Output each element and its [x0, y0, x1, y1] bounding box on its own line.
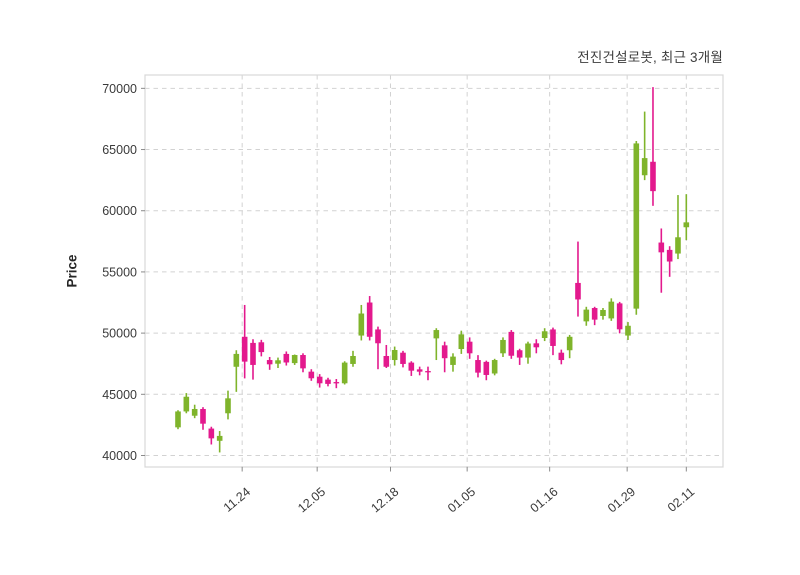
candle-body: [508, 331, 515, 356]
candle-body: [283, 353, 290, 363]
candle-body: [291, 355, 298, 364]
y-tick-label: 60000: [102, 204, 137, 218]
candle-body: [625, 325, 631, 336]
y-tick-label: 50000: [102, 327, 137, 341]
candle-body: [266, 360, 273, 365]
candle-body: [633, 143, 640, 309]
candle-body: [458, 334, 465, 350]
y-tick-label: 70000: [102, 82, 137, 96]
candle-body: [666, 249, 673, 262]
y-axis-title: Price: [64, 254, 80, 288]
candle-body: [350, 355, 356, 364]
candle-body: [683, 222, 690, 228]
candle-body: [300, 355, 306, 369]
candle-body: [358, 313, 365, 336]
candle-body: [608, 301, 615, 319]
candle-body: [583, 309, 590, 322]
candle-body: [183, 396, 190, 412]
candle-body: [441, 345, 448, 359]
candle-body: [400, 352, 406, 364]
candle-body: [675, 237, 681, 254]
candle-body: [466, 341, 473, 354]
candle-body: [533, 343, 540, 348]
candle-body: [616, 303, 623, 330]
candle-body: [225, 398, 231, 414]
candle-body: [541, 331, 548, 339]
candle-body: [566, 336, 573, 351]
chart-title: 전진건설로봇, 최근 3개월: [577, 50, 723, 65]
candle-body: [425, 371, 431, 373]
candle-body: [325, 379, 331, 384]
candle-body: [658, 242, 665, 253]
candle-body: [408, 362, 415, 371]
candle-body: [333, 382, 340, 384]
candle-body: [525, 343, 531, 358]
candle-body: [200, 408, 206, 424]
candle-body: [575, 282, 581, 300]
candle-body: [550, 329, 556, 346]
candle-body: [600, 309, 606, 316]
candle-body: [250, 342, 256, 365]
candle-body: [483, 361, 490, 375]
candle-body: [233, 353, 240, 367]
candle-body: [383, 355, 390, 367]
y-tick-label: 65000: [102, 143, 137, 157]
candle-body: [258, 342, 265, 353]
candle-body: [375, 329, 381, 344]
candle-body: [191, 408, 198, 416]
candle-body: [308, 371, 315, 379]
candle-body: [416, 369, 423, 372]
candle-body: [558, 352, 565, 361]
candle-body: [433, 330, 440, 339]
y-tick-label: 55000: [102, 265, 137, 279]
y-tick-label: 40000: [102, 449, 137, 463]
plot-border: [144, 74, 724, 468]
candle-body: [641, 158, 648, 176]
candle-body: [591, 308, 598, 320]
candle-body: [516, 350, 523, 358]
candle-body: [316, 376, 323, 384]
candle-body: [216, 435, 223, 441]
candle-body: [391, 349, 398, 361]
candle-body: [650, 161, 656, 192]
candle-body: [500, 339, 506, 354]
candle-body: [208, 428, 215, 439]
candle-body: [175, 411, 181, 428]
candle-body: [241, 336, 248, 362]
candle-body: [475, 360, 481, 373]
candle-body: [341, 362, 348, 384]
candle-body: [491, 360, 498, 374]
candle-body: [366, 302, 373, 337]
y-tick-label: 45000: [102, 388, 137, 402]
candle-body: [450, 356, 456, 365]
candle-body: [275, 360, 281, 364]
